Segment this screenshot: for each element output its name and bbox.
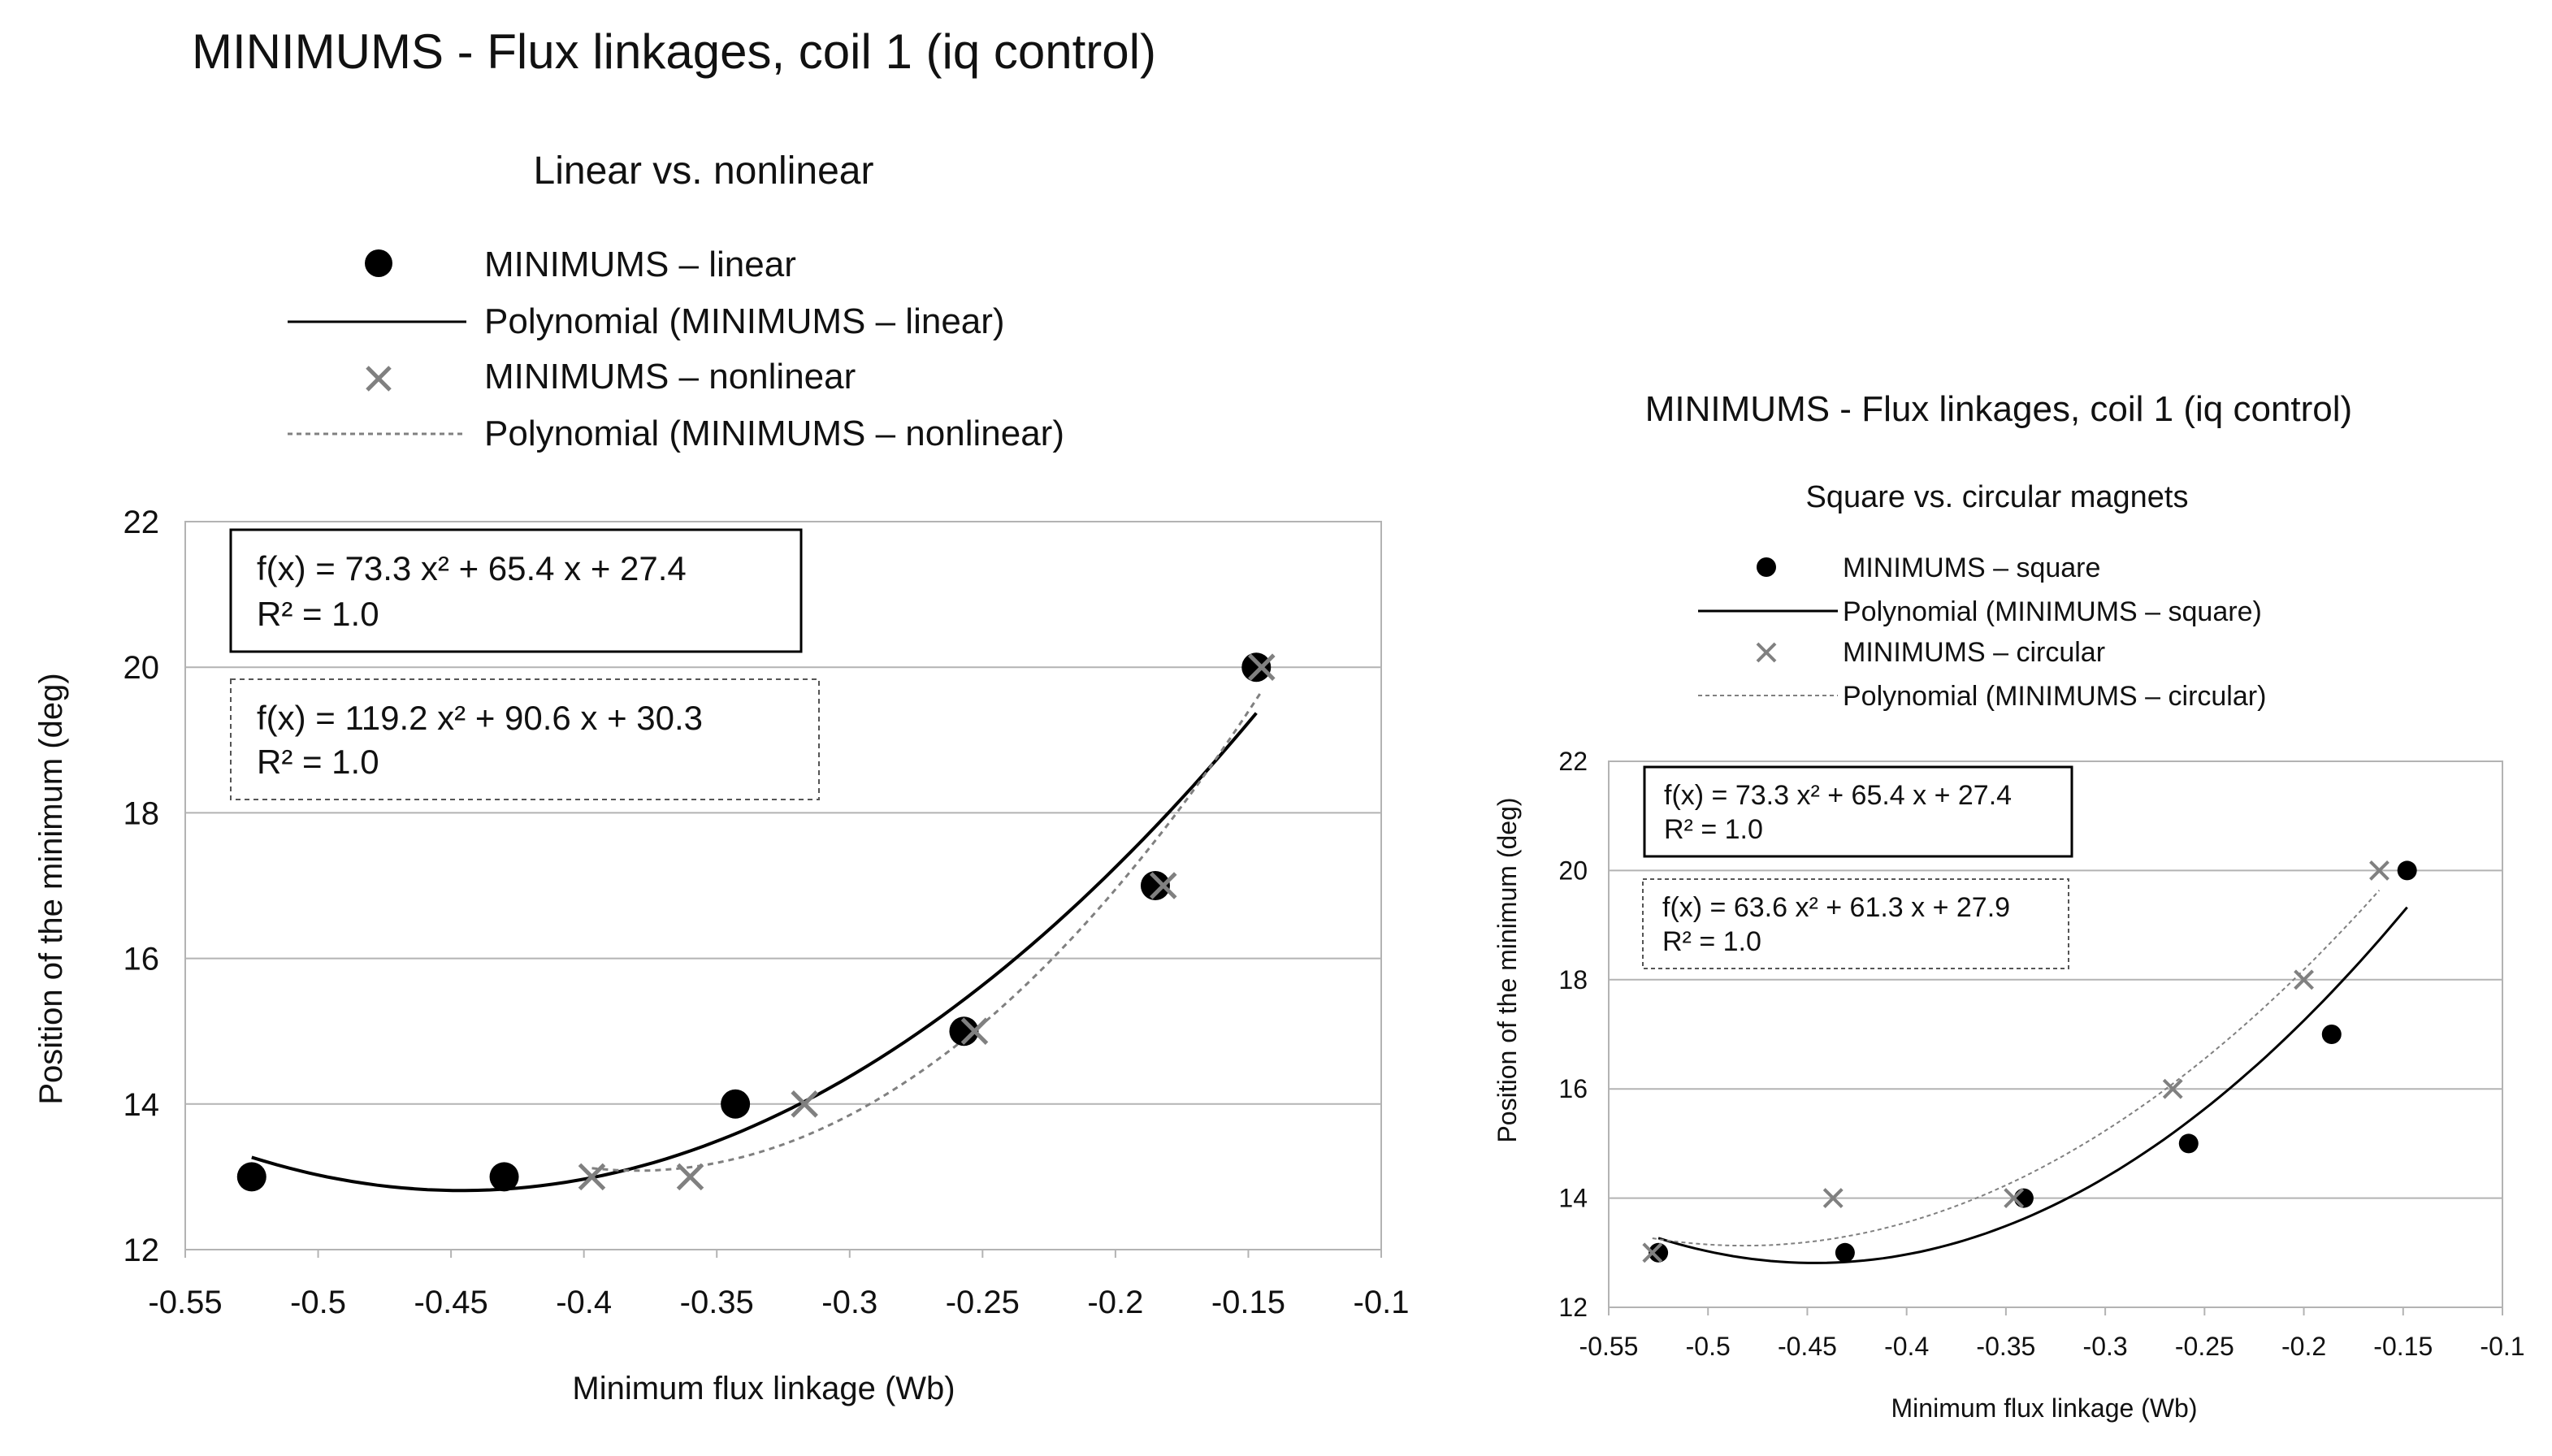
chart1-data-point-dot bbox=[489, 1162, 519, 1192]
chart1-data-point-dot bbox=[236, 1162, 266, 1192]
chart1-x-tick-label: -0.1 bbox=[1354, 1285, 1410, 1320]
chart2-x-tick-label: -0.15 bbox=[2373, 1332, 2433, 1361]
chart1-y-axis-label: Position of the minimum (deg) bbox=[33, 673, 69, 1104]
chart1-equation-box-nonlinear: f(x) = 119.2 x² + 90.6 x + 30.3 R² = 1.0 bbox=[230, 678, 820, 800]
chart1-y-tick-label: 14 bbox=[123, 1087, 160, 1123]
chart2-x-tick-label: -0.35 bbox=[1976, 1332, 2035, 1361]
chart2-r2-circular: R² = 1.0 bbox=[1662, 926, 1761, 957]
legend1-item-linear: MINIMUMS – linear bbox=[484, 245, 796, 284]
chart1-subtitle: Linear vs. nonlinear bbox=[534, 150, 874, 193]
legend1-dot-marker bbox=[365, 249, 392, 277]
legend2-cross-marker bbox=[1756, 642, 1777, 663]
chart2-equation-box-square: f(x) = 73.3 x² + 65.4 x + 27.4 R² = 1.0 bbox=[1643, 765, 2073, 858]
chart2-x-tick-label: -0.5 bbox=[1686, 1332, 1731, 1361]
chart1-x-tick-label: -0.35 bbox=[680, 1285, 754, 1320]
chart1-y-tick-label: 18 bbox=[123, 795, 160, 831]
chart2-data-point-dot bbox=[2013, 1188, 2034, 1208]
chart2-x-tick-label: -0.25 bbox=[2175, 1332, 2234, 1361]
chart2-title: MINIMUMS - Flux linkages, coil 1 (iq con… bbox=[1645, 389, 2352, 429]
chart1-y-tick-label: 16 bbox=[123, 942, 160, 977]
chart2-plot-frame bbox=[1608, 760, 2503, 1308]
chart1-data-point-cross bbox=[960, 1017, 989, 1045]
chart2-data-point-cross bbox=[2369, 860, 2390, 881]
chart2-equation-circular: f(x) = 63.6 x² + 61.3 x + 27.9 bbox=[1662, 892, 2010, 923]
chart1-plot-frame bbox=[184, 521, 1382, 1250]
chart2-data-point-cross bbox=[1822, 1188, 1844, 1209]
chart1-data-point-cross bbox=[791, 1090, 818, 1118]
legend2-item-circular-fit: Polynomial (MINIMUMS – circular) bbox=[1843, 681, 2266, 712]
chart2-data-point-dot bbox=[2178, 1133, 2199, 1154]
chart1-equation-box-linear: f(x) = 73.3 x² + 65.4 x + 27.4 R² = 1.0 bbox=[229, 528, 803, 653]
legend2-item-square-fit: Polynomial (MINIMUMS – square) bbox=[1843, 596, 2262, 627]
chart2-data-point-dot bbox=[2321, 1025, 2342, 1044]
chart2-x-tick-label: -0.3 bbox=[2083, 1332, 2128, 1361]
chart1-data-point-dot bbox=[949, 1016, 979, 1046]
chart1-data-point-cross bbox=[1248, 653, 1276, 681]
chart1-data-point-cross bbox=[676, 1163, 704, 1191]
chart2-x-tick-label: -0.55 bbox=[1579, 1332, 1639, 1361]
chart2-legend: MINIMUMS – square Polynomial (MINIMUMS –… bbox=[1698, 552, 2266, 712]
chart1-data-point-cross bbox=[578, 1163, 606, 1191]
chart1-equation-linear: f(x) = 73.3 x² + 65.4 x + 27.4 bbox=[257, 549, 687, 587]
legend2-dot-marker bbox=[1757, 557, 1776, 577]
chart2-x-axis-label: Minimum flux linkage (Wb) bbox=[1891, 1393, 2198, 1423]
legend2-item-circular: MINIMUMS – circular bbox=[1843, 637, 2105, 668]
chart2-equation-box-circular: f(x) = 63.6 x² + 61.3 x + 27.9 R² = 1.0 bbox=[1642, 878, 2069, 969]
chart1-r2-nonlinear: R² = 1.0 bbox=[257, 743, 379, 781]
chart2-x-tick-label: -0.2 bbox=[2281, 1332, 2326, 1361]
chart1-r2-linear: R² = 1.0 bbox=[257, 595, 379, 633]
chart1-x-tick-label: -0.3 bbox=[821, 1285, 877, 1320]
chart1-trendline-solid bbox=[251, 712, 1258, 1193]
legend2-item-square: MINIMUMS – square bbox=[1843, 552, 2100, 583]
main-title: MINIMUMS - Flux linkages, coil 1 (iq con… bbox=[192, 24, 1156, 79]
chart2-data-point-cross bbox=[2294, 969, 2314, 990]
chart1-legend: MINIMUMS – linear Polynomial (MINIMUMS –… bbox=[288, 245, 1064, 453]
chart2-plot: -0.55 -0.5 -0.45 -0.4 -0.35 -0.3 -0.25 -0.2 -0.1… bbox=[1558, 747, 2524, 1361]
chart2-y-tick-label: 22 bbox=[1558, 747, 1588, 776]
chart2-subtitle: Square vs. circular magnets bbox=[1806, 480, 2189, 514]
chart2-data-point-cross bbox=[1642, 1242, 1663, 1263]
chart2-y-tick-label: 20 bbox=[1558, 856, 1588, 885]
legend1-cross-marker bbox=[366, 366, 392, 392]
chart2-x-tick-label: -0.4 bbox=[1884, 1332, 1929, 1361]
chart1-data-point-dot bbox=[1140, 871, 1170, 900]
chart1-x-tick-label: -0.4 bbox=[556, 1285, 612, 1320]
chart2-r2-square: R² = 1.0 bbox=[1664, 814, 1763, 845]
chart1-equation-nonlinear: f(x) = 119.2 x² + 90.6 x + 30.3 bbox=[257, 699, 703, 737]
chart2-data-point-dot bbox=[1649, 1242, 1669, 1263]
chart1-data-point-cross bbox=[1150, 872, 1177, 899]
legend1-item-nonlinear-fit: Polynomial (MINIMUMS – nonlinear) bbox=[484, 414, 1064, 453]
chart1-x-tick-label: -0.45 bbox=[414, 1285, 488, 1320]
chart1-x-tick-label: -0.2 bbox=[1087, 1285, 1143, 1320]
chart1-y-tick-label: 22 bbox=[123, 505, 160, 540]
chart2-data-point-cross bbox=[2162, 1078, 2183, 1099]
legend1-item-nonlinear: MINIMUMS – nonlinear bbox=[484, 357, 856, 396]
legend1-item-linear-fit: Polynomial (MINIMUMS – linear) bbox=[484, 301, 1005, 341]
chart2-y-tick-label: 18 bbox=[1558, 965, 1588, 994]
chart1-x-tick-label: -0.5 bbox=[290, 1285, 346, 1320]
chart2-data-point-dot bbox=[1835, 1242, 1855, 1263]
chart1-x-tick-label: -0.55 bbox=[148, 1285, 222, 1320]
chart1-y-tick-label: 12 bbox=[123, 1233, 160, 1268]
chart2-trendline-solid bbox=[1657, 906, 2408, 1264]
chart2-x-tick-label: -0.1 bbox=[2480, 1332, 2524, 1361]
chart1-y-tick-label: 20 bbox=[123, 650, 160, 686]
chart2-y-tick-label: 12 bbox=[1558, 1293, 1588, 1322]
chart1-plot: -0.55 -0.5 -0.45 -0.4 -0.35 -0.3 -0.25 -0.2 -0.1… bbox=[123, 505, 1410, 1320]
chart2-y-axis-label: Position of the minimum (deg) bbox=[1493, 797, 1522, 1142]
chart1-data-point-dot bbox=[721, 1089, 751, 1119]
chart1-x-tick-label: -0.25 bbox=[946, 1285, 1020, 1320]
chart2-y-tick-label: 16 bbox=[1558, 1074, 1588, 1103]
chart2-y-tick-label: 14 bbox=[1558, 1184, 1588, 1213]
chart2-x-tick-label: -0.45 bbox=[1778, 1332, 1837, 1361]
chart2-trendline-dashed bbox=[1652, 890, 2381, 1247]
chart1-data-point-dot bbox=[1241, 652, 1272, 682]
chart2-equation-square: f(x) = 73.3 x² + 65.4 x + 27.4 bbox=[1664, 780, 2012, 811]
chart1-x-axis-label: Minimum flux linkage (Wb) bbox=[572, 1371, 955, 1406]
chart2-data-point-cross bbox=[2004, 1188, 2025, 1209]
chart1-x-tick-label: -0.15 bbox=[1211, 1285, 1285, 1320]
chart2-data-point-dot bbox=[2397, 860, 2417, 881]
